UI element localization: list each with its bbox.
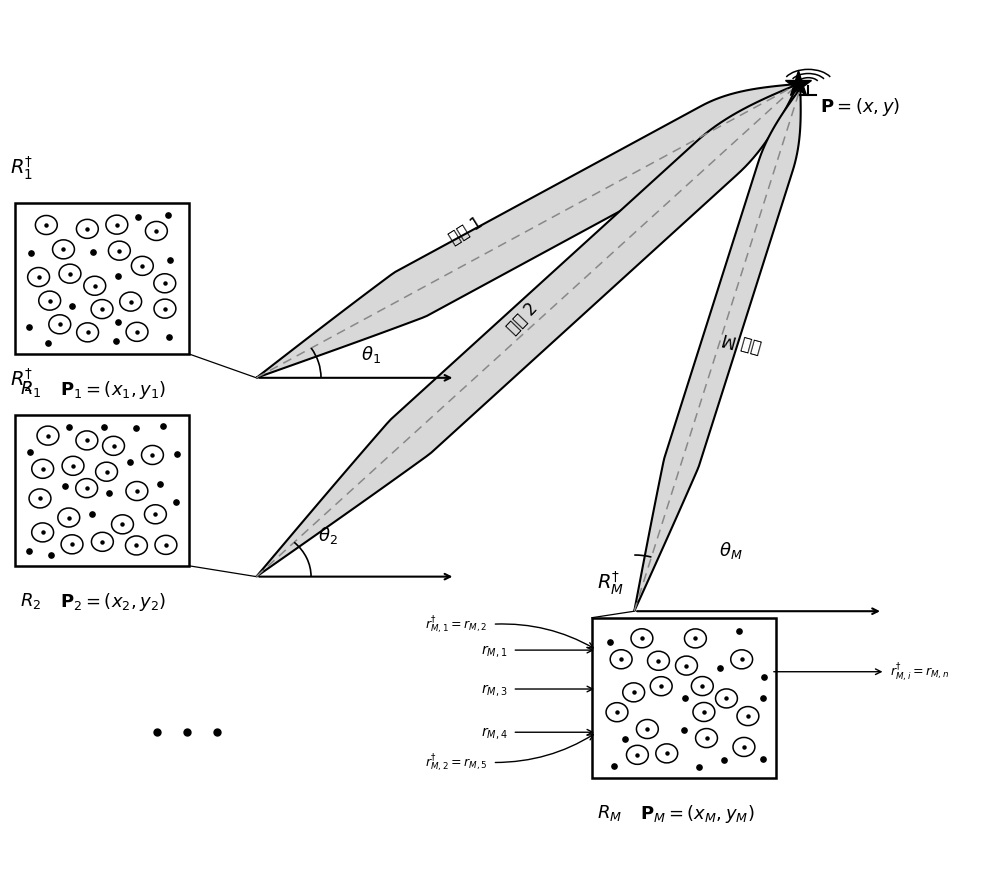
Text: $r_{M,i}^{\dagger}=r_{M,n}$: $r_{M,i}^{\dagger}=r_{M,n}$ — [890, 660, 950, 683]
Text: $\theta_2$: $\theta_2$ — [318, 525, 338, 546]
Text: $\theta_M$: $\theta_M$ — [719, 540, 742, 561]
Text: $R_M$: $R_M$ — [597, 802, 622, 822]
Text: $\mathbf{P}_2=(x_2,y_2)$: $\mathbf{P}_2=(x_2,y_2)$ — [60, 590, 166, 613]
Text: 波束 2: 波束 2 — [503, 299, 541, 337]
Bar — [592, 618, 776, 778]
Text: $\mathbf{P}_1=(x_1,y_1)$: $\mathbf{P}_1=(x_1,y_1)$ — [60, 379, 166, 401]
Text: $\mathbf{P}_M=(x_M,y_M)$: $\mathbf{P}_M=(x_M,y_M)$ — [640, 802, 754, 824]
Text: $\mathbf{P}=(x,y)$: $\mathbf{P}=(x,y)$ — [820, 96, 901, 117]
Text: $R_1$: $R_1$ — [20, 379, 42, 399]
Bar — [15, 203, 189, 355]
Text: $\theta_1$: $\theta_1$ — [361, 343, 381, 364]
Text: $r_{M,2}^{\dagger}=r_{M,5}$: $r_{M,2}^{\dagger}=r_{M,5}$ — [425, 752, 488, 773]
Text: $r_{M,1}$: $r_{M,1}$ — [481, 642, 507, 659]
Text: $R_1^{\dagger}$: $R_1^{\dagger}$ — [10, 155, 33, 182]
Polygon shape — [256, 85, 798, 577]
Text: 波束 1: 波束 1 — [446, 214, 486, 248]
Text: $R_2$: $R_2$ — [20, 590, 41, 610]
Polygon shape — [256, 85, 798, 378]
Polygon shape — [634, 90, 801, 612]
Text: $r_{M,4}$: $r_{M,4}$ — [481, 725, 507, 740]
Text: $r_{M,3}$: $r_{M,3}$ — [481, 681, 507, 697]
Text: 波束 M: 波束 M — [721, 328, 764, 355]
Bar — [15, 415, 189, 567]
Text: $R_M^{\dagger}$: $R_M^{\dagger}$ — [597, 569, 624, 596]
Text: $R_2^{\dagger}$: $R_2^{\dagger}$ — [10, 366, 33, 394]
Text: $r_{M,1}^{\dagger}=r_{M,2}$: $r_{M,1}^{\dagger}=r_{M,2}$ — [425, 614, 488, 635]
